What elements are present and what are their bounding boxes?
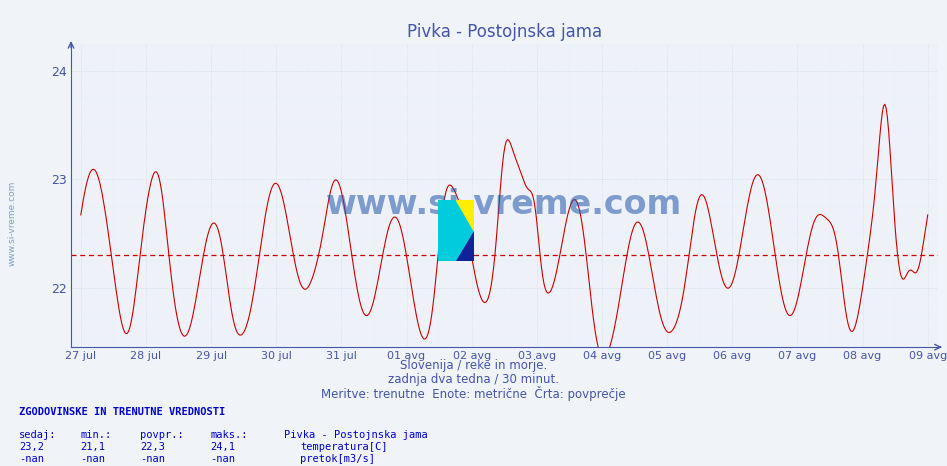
Text: temperatura[C]: temperatura[C] xyxy=(300,442,387,452)
Text: -nan: -nan xyxy=(80,454,105,464)
Polygon shape xyxy=(456,231,474,261)
Text: sedaj:: sedaj: xyxy=(19,430,57,440)
Text: zadnja dva tedna / 30 minut.: zadnja dva tedna / 30 minut. xyxy=(388,373,559,386)
Title: Pivka - Postojnska jama: Pivka - Postojnska jama xyxy=(406,23,602,41)
Text: Slovenija / reke in morje.: Slovenija / reke in morje. xyxy=(400,359,547,372)
Text: -nan: -nan xyxy=(140,454,165,464)
Polygon shape xyxy=(438,200,474,261)
Text: 23,2: 23,2 xyxy=(19,442,44,452)
Text: www.si-vreme.com: www.si-vreme.com xyxy=(326,188,683,221)
Text: min.:: min.: xyxy=(80,430,112,440)
Text: Meritve: trenutne  Enote: metrične  Črta: povprečje: Meritve: trenutne Enote: metrične Črta: … xyxy=(321,386,626,401)
Text: Pivka - Postojnska jama: Pivka - Postojnska jama xyxy=(284,430,428,440)
Text: 24,1: 24,1 xyxy=(210,442,235,452)
Text: -nan: -nan xyxy=(19,454,44,464)
Text: pretok[m3/s]: pretok[m3/s] xyxy=(300,454,375,464)
Text: -nan: -nan xyxy=(210,454,235,464)
Text: povpr.:: povpr.: xyxy=(140,430,184,440)
Text: 21,1: 21,1 xyxy=(80,442,105,452)
Polygon shape xyxy=(456,200,474,231)
Text: www.si-vreme.com: www.si-vreme.com xyxy=(8,181,17,267)
Text: maks.:: maks.: xyxy=(210,430,248,440)
Text: ZGODOVINSKE IN TRENUTNE VREDNOSTI: ZGODOVINSKE IN TRENUTNE VREDNOSTI xyxy=(19,407,225,418)
Text: 22,3: 22,3 xyxy=(140,442,165,452)
